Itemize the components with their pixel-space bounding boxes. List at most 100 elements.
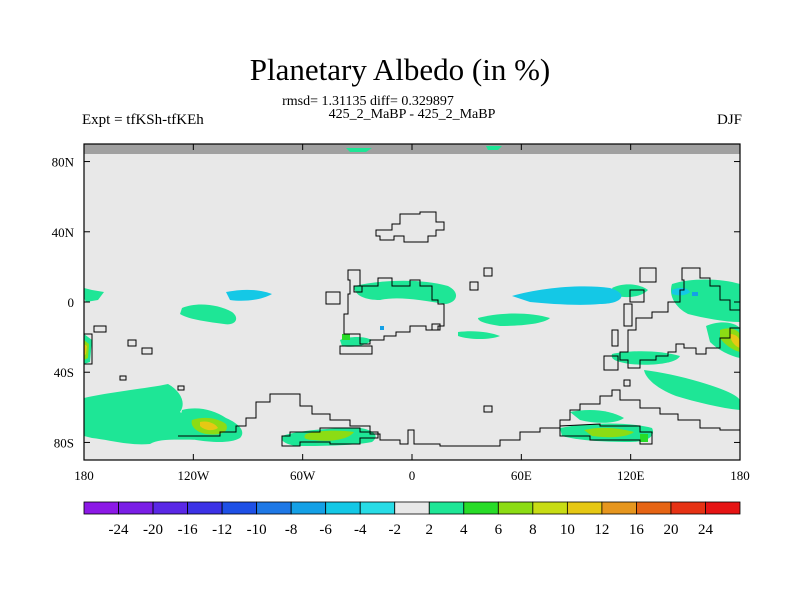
anomaly-patch xyxy=(84,288,104,302)
colorbar-swatch xyxy=(705,501,741,515)
colorbar-label: -6 xyxy=(319,522,332,538)
colorbar-swatch xyxy=(428,501,465,515)
coastline xyxy=(623,379,631,387)
colorbar-label: -4 xyxy=(354,522,367,538)
coastline xyxy=(119,375,127,381)
x-tick-label: 60W xyxy=(290,468,316,483)
colorbar-swatch xyxy=(290,501,327,515)
coastline xyxy=(629,289,645,303)
y-tick-label: 0 xyxy=(68,295,75,310)
colorbar-label: -20 xyxy=(143,522,163,538)
colorbar-swatch xyxy=(325,501,361,515)
x-tick-label: 120W xyxy=(177,468,210,483)
colorbar-label: -24 xyxy=(109,522,129,538)
colorbar-label: 16 xyxy=(629,522,645,538)
coastline xyxy=(431,323,441,331)
coastline xyxy=(93,325,107,333)
coastline xyxy=(603,355,619,371)
x-tick-label: 180 xyxy=(74,468,94,483)
anomaly-patch xyxy=(640,434,648,442)
coastline xyxy=(177,385,185,391)
coastline xyxy=(483,267,493,277)
y-axis: 80N 40N 0 40S 80S xyxy=(52,155,740,450)
colorbar-label: 10 xyxy=(560,522,575,538)
colorbar-swatch xyxy=(118,501,154,515)
colorbar-label: 20 xyxy=(663,522,678,538)
colorbar-label: -2 xyxy=(388,522,401,538)
chart-title: Planetary Albedo (in %) xyxy=(249,52,551,87)
coastline xyxy=(639,267,657,283)
coastline xyxy=(559,423,653,445)
colorbar-label: -10 xyxy=(247,522,267,538)
coastline xyxy=(469,281,479,291)
anomaly-patch xyxy=(458,331,500,339)
colorbar-label: 6 xyxy=(495,522,503,538)
colorbar-swatch xyxy=(601,501,637,515)
season-label: DJF xyxy=(716,112,742,128)
anomaly-patch xyxy=(304,430,354,441)
coastline xyxy=(343,269,445,345)
y-tick-label: 40N xyxy=(52,225,75,240)
colorbar-swatch xyxy=(359,501,396,515)
anomaly-patch xyxy=(200,421,218,431)
coastline xyxy=(611,329,619,347)
chart-comparison: 425_2_MaBP - 425_2_MaBP xyxy=(328,107,496,122)
coastline xyxy=(325,291,341,305)
colorbar-label: -12 xyxy=(212,522,232,538)
anomaly-patch xyxy=(570,410,624,423)
anomaly-patch xyxy=(84,344,87,356)
anomaly-patch xyxy=(346,148,372,152)
colorbar-label: 2 xyxy=(426,522,434,538)
coastline xyxy=(281,427,379,447)
coastline-outlines xyxy=(84,211,740,447)
anomaly-patch xyxy=(730,334,740,348)
y-tick-label: 80S xyxy=(54,435,74,450)
x-tick-label: 120E xyxy=(617,468,645,483)
colorbar-label: -16 xyxy=(178,522,198,538)
colorbar-swatch xyxy=(463,501,499,515)
colorbar-swatch xyxy=(256,501,292,515)
x-tick-label: 60E xyxy=(511,468,532,483)
anomaly-patch xyxy=(512,286,622,305)
colorbar-label: 24 xyxy=(698,522,714,538)
colorbar-swatch xyxy=(394,501,430,515)
y-tick-label: 80N xyxy=(52,155,75,170)
anomaly-patch xyxy=(611,351,680,365)
colorbar-swatch xyxy=(566,501,603,515)
anomaly-patch xyxy=(486,146,502,150)
anomaly-patch xyxy=(720,328,740,352)
anomaly-patch xyxy=(226,289,272,301)
coastline xyxy=(127,339,137,347)
colorbar-swatch xyxy=(152,501,188,515)
anomaly-patch xyxy=(692,292,698,296)
experiment-label: Expt = tfKSh-tfKEh xyxy=(82,112,204,128)
coastline xyxy=(619,267,740,369)
colorbar-label: 8 xyxy=(529,522,537,538)
coastline xyxy=(339,345,373,355)
anomaly-patch xyxy=(644,370,740,410)
colorbar: -24 -20 -16 -12 -10 -8 -6 -4 -2 2 4 6 8 10 12 16 20 24 xyxy=(83,501,741,538)
x-tick-label: 180 xyxy=(730,468,750,483)
colorbar-swatch xyxy=(670,501,706,515)
anomaly-patch xyxy=(478,313,550,326)
colorbar-swatch xyxy=(636,501,672,515)
coastline xyxy=(623,303,633,327)
coastline xyxy=(375,211,445,243)
anomaly-patch xyxy=(380,326,384,330)
coastline xyxy=(353,285,363,293)
x-tick-label: 0 xyxy=(409,468,416,483)
coastline xyxy=(483,405,493,413)
colorbar-label: -8 xyxy=(285,522,298,538)
colorbar-swatch xyxy=(83,501,119,515)
anomaly-patch xyxy=(672,287,690,296)
colorbar-swatch xyxy=(532,501,568,515)
coastline xyxy=(178,389,740,447)
colorbar-swatch xyxy=(497,501,534,515)
coastline xyxy=(141,347,153,355)
x-axis: 180 120W 60W 0 60E 120E 180 xyxy=(74,144,750,483)
colorbar-label: 4 xyxy=(460,522,468,538)
anomaly-patch xyxy=(354,280,457,304)
colorbar-label: 12 xyxy=(594,522,609,538)
chart-stats: rmsd= 1.31135 diff= 0.329897 xyxy=(282,94,454,109)
